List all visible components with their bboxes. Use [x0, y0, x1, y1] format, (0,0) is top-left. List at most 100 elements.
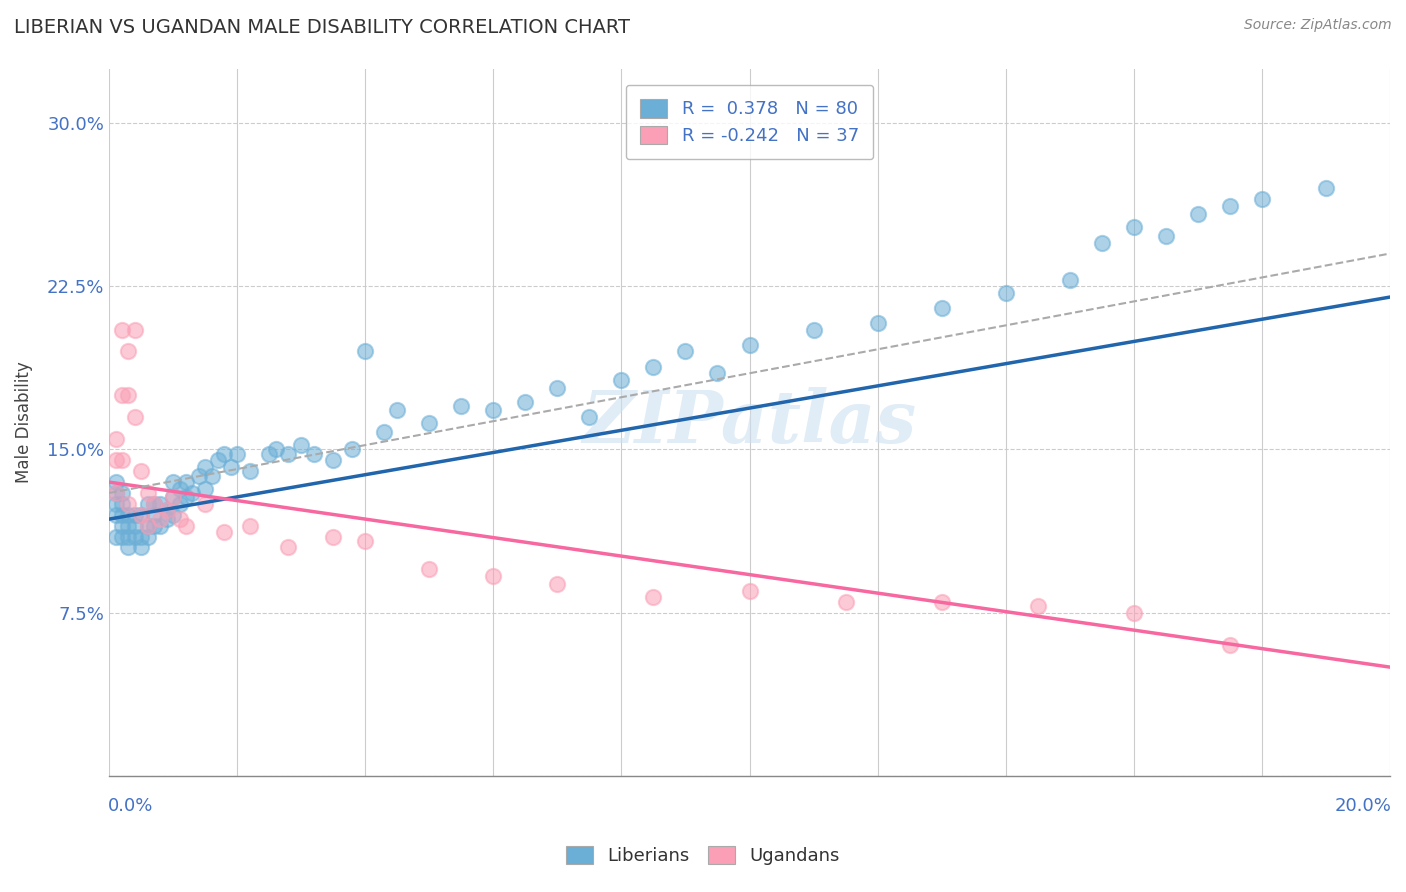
Point — [194, 482, 217, 496]
Point — [124, 323, 146, 337]
Point — [111, 388, 134, 402]
Point — [322, 453, 344, 467]
Point — [194, 497, 217, 511]
Point — [156, 503, 179, 517]
Point — [136, 486, 159, 500]
Point — [1026, 599, 1049, 614]
Point — [117, 508, 139, 522]
Point — [1250, 192, 1272, 206]
Text: Source: ZipAtlas.com: Source: ZipAtlas.com — [1244, 18, 1392, 32]
Point — [387, 403, 409, 417]
Point — [1315, 181, 1337, 195]
Point — [302, 447, 325, 461]
Point — [136, 497, 159, 511]
Point — [117, 497, 139, 511]
Point — [117, 529, 139, 543]
Point — [104, 508, 127, 522]
Point — [174, 475, 197, 489]
Point — [117, 388, 139, 402]
Point — [277, 541, 299, 555]
Point — [142, 497, 165, 511]
Point — [111, 518, 134, 533]
Point — [264, 442, 287, 457]
Point — [418, 562, 440, 576]
Point — [142, 497, 165, 511]
Point — [129, 508, 152, 522]
Point — [482, 568, 505, 582]
Point — [226, 447, 249, 461]
Point — [610, 373, 633, 387]
Point — [136, 529, 159, 543]
Y-axis label: Male Disability: Male Disability — [15, 361, 32, 483]
Point — [1219, 638, 1241, 652]
Point — [342, 442, 364, 457]
Point — [111, 486, 134, 500]
Text: ZIPatlas: ZIPatlas — [582, 387, 917, 458]
Point — [207, 453, 229, 467]
Point — [174, 491, 197, 505]
Point — [117, 518, 139, 533]
Point — [257, 447, 280, 461]
Point — [162, 475, 184, 489]
Point — [373, 425, 395, 439]
Point — [142, 508, 165, 522]
Point — [162, 508, 184, 522]
Point — [1122, 606, 1144, 620]
Point — [834, 595, 856, 609]
Point — [931, 595, 953, 609]
Point — [643, 359, 665, 374]
Point — [104, 453, 127, 467]
Text: 20.0%: 20.0% — [1334, 797, 1391, 815]
Point — [111, 453, 134, 467]
Point — [866, 316, 889, 330]
Text: 0.0%: 0.0% — [108, 797, 153, 815]
Text: LIBERIAN VS UGANDAN MALE DISABILITY CORRELATION CHART: LIBERIAN VS UGANDAN MALE DISABILITY CORR… — [14, 18, 630, 37]
Point — [129, 541, 152, 555]
Point — [124, 529, 146, 543]
Point — [169, 512, 191, 526]
Point — [136, 518, 159, 533]
Point — [643, 591, 665, 605]
Point — [162, 491, 184, 505]
Point — [142, 518, 165, 533]
Point — [290, 438, 312, 452]
Point — [104, 486, 127, 500]
Point — [124, 518, 146, 533]
Point — [104, 475, 127, 489]
Point — [136, 518, 159, 533]
Point — [322, 529, 344, 543]
Point — [1091, 235, 1114, 250]
Point — [994, 285, 1017, 300]
Point — [354, 533, 377, 548]
Point — [194, 459, 217, 474]
Point — [578, 409, 600, 424]
Point — [111, 497, 134, 511]
Point — [803, 323, 825, 337]
Point — [149, 497, 172, 511]
Point — [214, 525, 236, 540]
Point — [239, 464, 262, 478]
Point — [174, 518, 197, 533]
Point — [104, 529, 127, 543]
Point — [149, 518, 172, 533]
Point — [129, 508, 152, 522]
Point — [1154, 229, 1177, 244]
Point — [200, 468, 222, 483]
Point — [104, 432, 127, 446]
Point — [129, 529, 152, 543]
Point — [706, 366, 728, 380]
Point — [354, 344, 377, 359]
Point — [156, 503, 179, 517]
Point — [187, 468, 209, 483]
Point — [1187, 207, 1209, 221]
Point — [111, 529, 134, 543]
Point — [169, 497, 191, 511]
Point — [169, 482, 191, 496]
Point — [149, 512, 172, 526]
Point — [124, 508, 146, 522]
Point — [156, 512, 179, 526]
Point — [124, 409, 146, 424]
Point — [104, 497, 127, 511]
Point — [450, 399, 472, 413]
Point — [219, 459, 242, 474]
